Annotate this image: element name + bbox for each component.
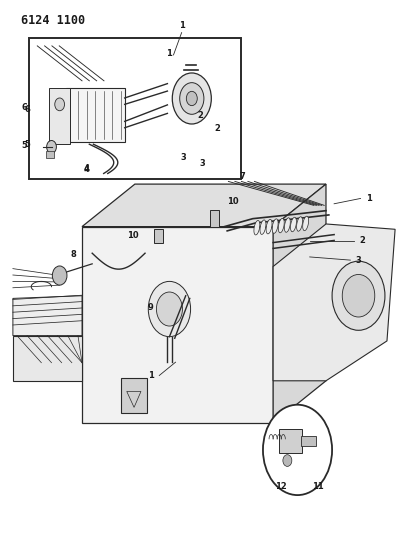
Polygon shape [82,184,326,227]
Ellipse shape [290,217,296,232]
Polygon shape [49,88,70,144]
Ellipse shape [284,218,290,232]
Circle shape [47,141,56,154]
Bar [301,436,316,446]
Polygon shape [82,227,273,423]
Text: 11: 11 [312,481,324,490]
Bar [46,151,53,158]
Bar [121,378,147,413]
Bar [154,229,163,243]
Polygon shape [273,224,395,381]
Text: 6: 6 [24,105,30,114]
Polygon shape [13,296,82,336]
Text: 4: 4 [83,165,89,174]
Circle shape [332,261,385,330]
Text: 1: 1 [166,50,172,58]
Text: 1: 1 [179,21,184,30]
Ellipse shape [303,216,308,231]
Text: 12: 12 [275,481,287,490]
Text: 10: 10 [227,197,238,206]
Text: 2: 2 [197,111,203,120]
Bar [279,429,302,453]
Circle shape [156,292,182,326]
Text: 4: 4 [83,164,89,173]
Text: 2: 2 [214,124,220,133]
Text: 10: 10 [127,231,139,240]
Circle shape [172,73,211,124]
Ellipse shape [297,217,302,231]
Text: 1: 1 [148,371,154,380]
Text: 5: 5 [24,140,30,149]
Circle shape [342,274,375,317]
Circle shape [55,98,64,111]
Ellipse shape [278,219,284,233]
Circle shape [263,405,332,495]
Bar [210,209,219,227]
Text: 2: 2 [360,237,366,246]
Ellipse shape [272,219,278,233]
Text: 7: 7 [240,172,246,181]
Bar [66,88,125,142]
Text: 5: 5 [21,141,27,150]
Polygon shape [273,184,326,423]
Text: 3: 3 [199,159,205,168]
Text: 3: 3 [356,256,361,264]
Ellipse shape [260,220,266,235]
Text: 6: 6 [21,102,27,111]
Text: 9: 9 [147,303,153,312]
Circle shape [148,281,191,337]
Text: 3: 3 [181,153,186,162]
Text: 1: 1 [366,194,372,203]
Circle shape [52,266,67,285]
Circle shape [180,83,204,114]
Text: 8: 8 [70,250,76,259]
Ellipse shape [266,220,272,234]
Polygon shape [13,336,82,381]
Ellipse shape [254,221,260,235]
Circle shape [283,455,292,466]
Text: 6124 1100: 6124 1100 [21,14,85,27]
Bar [29,38,241,179]
Circle shape [186,91,197,106]
